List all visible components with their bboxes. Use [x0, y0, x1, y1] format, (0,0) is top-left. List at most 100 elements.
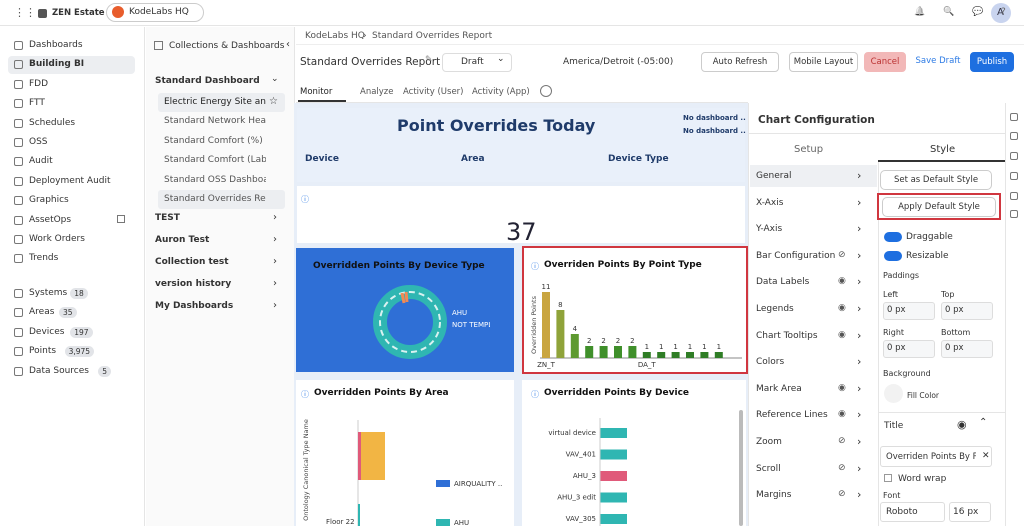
config-section[interactable]: Bar Configuration	[756, 250, 836, 261]
entity-item[interactable]: Devices	[29, 326, 65, 337]
nav-item[interactable]: Dashboards	[29, 40, 83, 50]
visibility-icon[interactable]: ⊘	[838, 436, 846, 446]
chevron[interactable]: ›	[273, 212, 277, 223]
nav-item[interactable]: Graphics	[29, 195, 69, 206]
tool-icon[interactable]	[1010, 172, 1018, 180]
select[interactable]	[949, 502, 991, 522]
config-section[interactable]: Chart Tooltips	[756, 330, 818, 341]
clear-icon[interactable]: ✕	[982, 451, 990, 461]
dashboard-item[interactable]: Electric Energy Site and S	[164, 97, 266, 107]
nav-item[interactable]: OSS	[29, 137, 48, 147]
nav-item[interactable]: Schedules	[29, 117, 76, 128]
nav-item[interactable]: Building BI	[29, 59, 85, 70]
input[interactable]	[883, 302, 935, 320]
nav-item[interactable]: FTT	[29, 98, 45, 109]
config-section[interactable]: Mark Area	[756, 383, 802, 394]
visibility-icon[interactable]: ◉	[838, 329, 846, 340]
config-section[interactable]: Colors	[756, 357, 785, 368]
config-section[interactable]: Y-Axis	[756, 224, 783, 235]
visibility-icon[interactable]: ◉	[838, 276, 846, 287]
top-icon[interactable]: 🔔	[914, 7, 926, 17]
config-tab[interactable]: Setup	[794, 144, 824, 155]
chevron[interactable]: ›	[857, 222, 862, 236]
chevron[interactable]: ›	[857, 381, 862, 395]
group-title[interactable]: Standard Dashboard	[155, 76, 260, 86]
edit-icon[interactable]: ✎	[425, 55, 433, 65]
save-draft[interactable]: Save Draft	[915, 56, 961, 66]
input[interactable]	[941, 340, 993, 358]
nav-item[interactable]: Deployment Audit	[29, 175, 111, 186]
chevron[interactable]: ›	[273, 256, 277, 267]
visibility-icon[interactable]: ◉	[838, 382, 846, 393]
dashboard-item[interactable]: Standard Overrides Report	[164, 194, 266, 204]
top-icon[interactable]: 🔍	[943, 7, 955, 17]
chevron[interactable]: ›	[857, 248, 862, 262]
set-default-style[interactable]: Set as Default Style	[880, 170, 992, 190]
dashboard-item[interactable]: Standard OSS Dashboard	[164, 174, 266, 185]
chevron[interactable]: ›	[857, 461, 862, 475]
folder[interactable]: Auron Test	[155, 235, 210, 245]
chevron[interactable]: ⌄	[271, 74, 279, 84]
chevron[interactable]: ⌄	[497, 54, 505, 64]
entity-item[interactable]: Systems	[29, 288, 68, 298]
chevron[interactable]: ›	[857, 195, 862, 209]
folder[interactable]: TEST	[155, 213, 180, 223]
nav-item[interactable]: AssetOps	[29, 214, 72, 225]
top-icon[interactable]: 💬	[972, 7, 984, 17]
add-tab[interactable]	[540, 85, 552, 97]
config-section[interactable]: Scroll	[756, 463, 781, 474]
tool-icon[interactable]	[1010, 132, 1018, 140]
cancel[interactable]: Cancel	[864, 52, 906, 72]
select[interactable]	[880, 502, 945, 522]
toggle-label[interactable]: Resizable	[906, 251, 949, 261]
input[interactable]	[941, 302, 993, 320]
nav-item[interactable]: Work Orders	[29, 234, 85, 244]
config-section[interactable]: General	[756, 171, 792, 181]
avatar[interactable]	[991, 3, 1011, 23]
chevron[interactable]: ›	[273, 234, 277, 245]
publish[interactable]: Publish	[970, 52, 1014, 72]
apply-default-style[interactable]: Apply Default Style	[882, 197, 996, 217]
dashboard-item[interactable]: Standard Comfort (%)	[164, 135, 263, 146]
visibility-icon[interactable]: ⊘	[838, 249, 846, 260]
config-section[interactable]: Margins	[756, 490, 792, 501]
status-select[interactable]	[442, 53, 512, 72]
color-swatch[interactable]	[884, 384, 903, 403]
dashboard-item[interactable]: Standard Network Health	[164, 116, 266, 127]
config-section[interactable]: Legends	[756, 304, 794, 314]
chevron[interactable]: ⌃	[979, 417, 988, 428]
chevron[interactable]: ›	[273, 300, 277, 311]
folder[interactable]: My Dashboards	[155, 301, 234, 311]
visibility-icon[interactable]: ◉	[957, 418, 967, 431]
tool-icon[interactable]	[1010, 210, 1018, 218]
apps-icon[interactable]: ⋮⋮	[14, 6, 36, 19]
nav-item[interactable]: FDD	[29, 78, 49, 89]
star-icon[interactable]: ☆	[269, 96, 278, 107]
folder[interactable]: Collection test	[155, 257, 229, 267]
toggle-label[interactable]: Draggable	[906, 232, 953, 242]
chevron[interactable]: ›	[857, 302, 862, 315]
nav-item[interactable]: Trends	[29, 253, 59, 264]
chevron[interactable]: ›	[857, 328, 862, 342]
mobile-layout[interactable]: Mobile Layout	[789, 52, 858, 72]
visibility-icon[interactable]: ◉	[838, 303, 846, 313]
tab[interactable]: Monitor	[300, 87, 333, 97]
tab[interactable]: Activity (App)	[472, 87, 530, 97]
config-section[interactable]: Zoom	[756, 437, 782, 447]
nav-item[interactable]: Audit	[29, 156, 53, 167]
config-section[interactable]: Reference Lines	[756, 410, 828, 421]
tool-icon[interactable]	[1010, 152, 1018, 160]
chevron[interactable]: ›	[857, 275, 862, 289]
tool-icon[interactable]	[1010, 192, 1018, 200]
breadcrumb[interactable]: KodeLabs HQ	[305, 31, 365, 41]
chevron[interactable]: ›	[857, 355, 862, 369]
tab[interactable]: Activity (User)	[403, 87, 464, 97]
chevron[interactable]: ›	[273, 278, 277, 289]
visibility-icon[interactable]: ⊘	[838, 489, 846, 500]
config-section[interactable]: Data Labels	[756, 277, 810, 288]
config-tab[interactable]: Style	[930, 144, 956, 155]
chevron[interactable]: ›	[857, 488, 862, 502]
dashboard-item[interactable]: Standard Comfort (Label)	[164, 155, 266, 166]
checkbox[interactable]	[884, 474, 892, 482]
folder[interactable]: version history	[155, 279, 232, 289]
